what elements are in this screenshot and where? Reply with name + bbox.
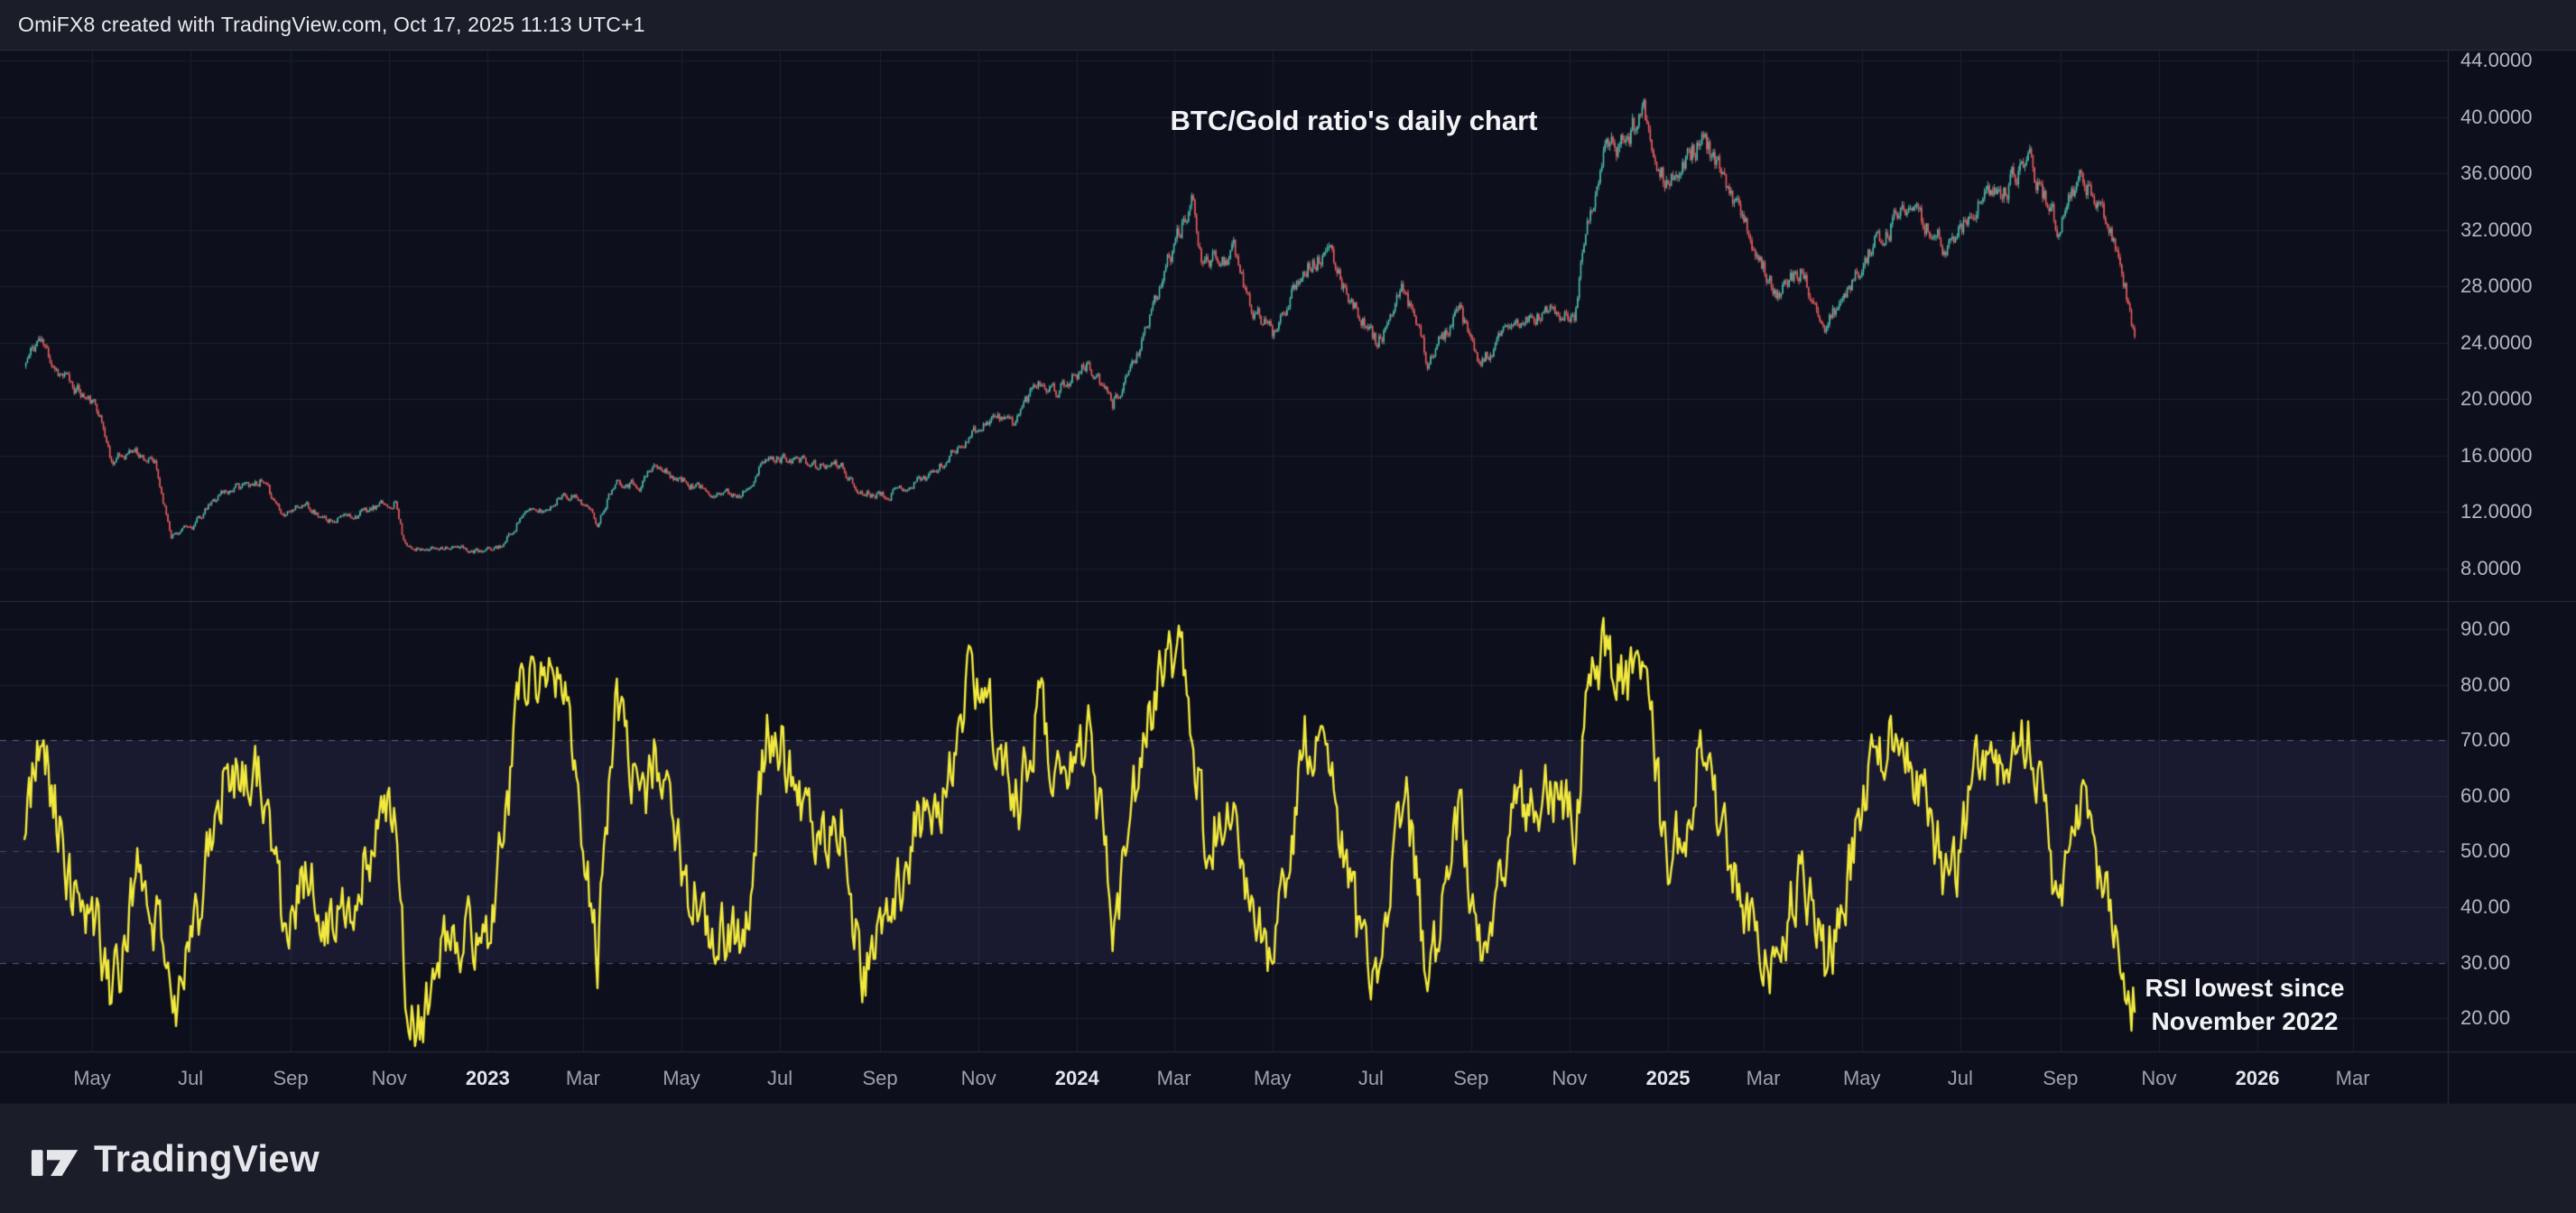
rsi-tick-50: 50.00 (2460, 839, 2511, 863)
rsi-low-annotation-line2: November 2022 (2151, 1007, 2339, 1035)
tradingview-logo-icon (31, 1149, 79, 1176)
price-tick-20: 20.0000 (2460, 387, 2533, 410)
rsi-tick-40: 40.00 (2460, 895, 2511, 918)
time-tick-2024-07: Jul (1357, 1067, 1384, 1089)
rsi-tick-60: 60.00 (2460, 783, 2511, 807)
time-tick-2025-09: Sep (2043, 1067, 2079, 1089)
time-tick-2023-01: 2023 (465, 1067, 510, 1089)
time-tick-2024-01: 2024 (1054, 1067, 1099, 1089)
header-bar: OmiFX8 created with TradingView.com, Oct… (0, 0, 2576, 50)
footer-bar: TradingView (0, 1104, 2576, 1213)
time-tick-2022-07: Jul (178, 1067, 204, 1089)
time-tick-2022-05: May (73, 1067, 111, 1089)
time-tick-2022-09: Sep (273, 1067, 309, 1089)
time-tick-2024-03: Mar (1156, 1067, 1191, 1089)
price-tick-32: 32.0000 (2460, 218, 2533, 241)
time-tick-2022-11: Nov (371, 1067, 407, 1089)
price-tick-40: 40.0000 (2460, 105, 2533, 128)
time-tick-2023-09: Sep (862, 1067, 898, 1089)
time-tick-2023-11: Nov (960, 1067, 996, 1089)
time-tick-2024-09: Sep (1453, 1067, 1489, 1089)
rsi-tick-70: 70.00 (2460, 728, 2511, 752)
rsi-tick-20: 20.00 (2460, 1006, 2511, 1030)
time-axis[interactable]: May Jul Sep Nov 2023 Mar May Jul Sep Nov 2024 Mar Ma… (0, 1051, 2576, 1104)
tradingview-logo[interactable]: TradingView (31, 1137, 320, 1181)
time-tick-2023-07: Jul (767, 1067, 793, 1089)
price-tick-12: 12.0000 (2460, 500, 2533, 523)
time-tick-2025-11: Nov (2141, 1067, 2177, 1089)
price-tick-24: 24.0000 (2460, 330, 2533, 354)
time-tick-2025-03: Mar (1746, 1067, 1781, 1089)
rsi-axis[interactable]: 90.00 80.00 70.00 60.00 50.00 40.00 30.00 20.00 (2448, 601, 2576, 1051)
rsi-low-annotation: RSI lowest since November 2022 (2145, 971, 2345, 1038)
price-axis[interactable]: 44.0000 40.0000 36.0000 32.0000 28.0000 24.00… (2448, 49, 2576, 601)
time-tick-2026-03: Mar (2335, 1067, 2370, 1089)
time-tick-2023-05: May (663, 1067, 700, 1089)
time-tick-2024-05: May (1253, 1067, 1292, 1089)
price-tick-16: 16.0000 (2460, 443, 2533, 467)
rsi-low-annotation-line1: RSI lowest since (2145, 974, 2345, 1002)
time-tick-2026-01: 2026 (2235, 1067, 2280, 1089)
rsi-tick-90: 90.00 (2460, 617, 2511, 640)
price-tick-36: 36.0000 (2460, 162, 2533, 184)
time-tick-2025-07: Jul (1947, 1067, 1973, 1089)
time-tick-2023-03: Mar (565, 1067, 600, 1089)
rsi-tick-80: 80.00 (2460, 672, 2511, 696)
chart-credit-text: OmiFX8 created with TradingView.com, Oct… (18, 13, 645, 36)
tradingview-wordmark: TradingView (94, 1136, 320, 1180)
price-tick-8: 8.0000 (2460, 556, 2522, 579)
rsi-tick-30: 30.00 (2460, 950, 2511, 974)
time-tick-2025-05: May (1842, 1067, 1881, 1089)
price-tick-44: 44.0000 (2460, 49, 2533, 71)
time-tick-2025-01: 2025 (1645, 1067, 1691, 1089)
time-tick-2024-11: Nov (1552, 1067, 1588, 1089)
chart-title-annotation: BTC/Gold ratio's daily chart (1170, 105, 1538, 136)
price-tick-28: 28.0000 (2460, 274, 2533, 297)
